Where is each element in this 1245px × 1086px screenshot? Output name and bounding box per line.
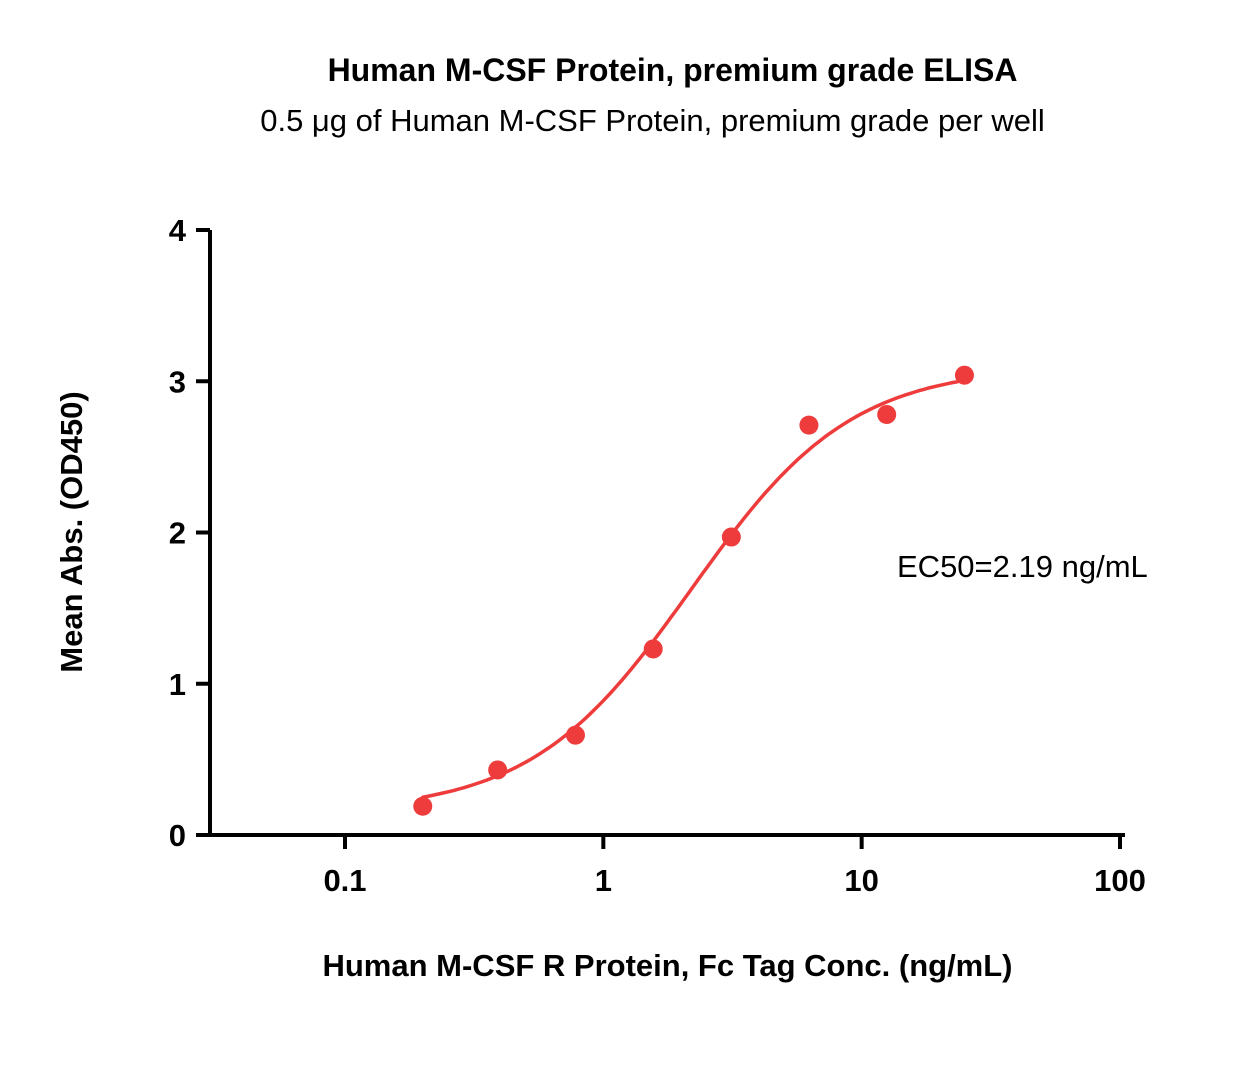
data-point xyxy=(721,527,741,547)
x-tick-label: 0.1 xyxy=(323,863,366,898)
data-point xyxy=(565,725,585,745)
x-axis-label: Human M-CSF R Protein, Fc Tag Conc. (ng/… xyxy=(322,948,1013,983)
y-tick-label: 4 xyxy=(169,213,187,248)
data-point xyxy=(488,760,508,780)
data-point xyxy=(954,365,974,385)
chart-title: Human M-CSF Protein, premium grade ELISA xyxy=(327,52,1018,88)
fit-curve xyxy=(421,378,967,799)
y-tick-label: 1 xyxy=(169,667,186,702)
data-point xyxy=(877,405,897,425)
data-point xyxy=(799,415,819,435)
data-point xyxy=(413,796,433,816)
y-tick-label: 2 xyxy=(169,516,186,551)
y-tick-label: 0 xyxy=(169,818,186,853)
x-tick-label: 10 xyxy=(844,863,878,898)
x-tick-label: 100 xyxy=(1094,863,1146,898)
chart-subtitle: 0.5 μg of Human M-CSF Protein, premium g… xyxy=(260,103,1045,138)
x-tick-label: 1 xyxy=(595,863,612,898)
ec50-annotation: EC50=2.19 ng/mL xyxy=(897,549,1148,584)
y-tick-label: 3 xyxy=(169,364,186,399)
data-point xyxy=(643,639,663,659)
